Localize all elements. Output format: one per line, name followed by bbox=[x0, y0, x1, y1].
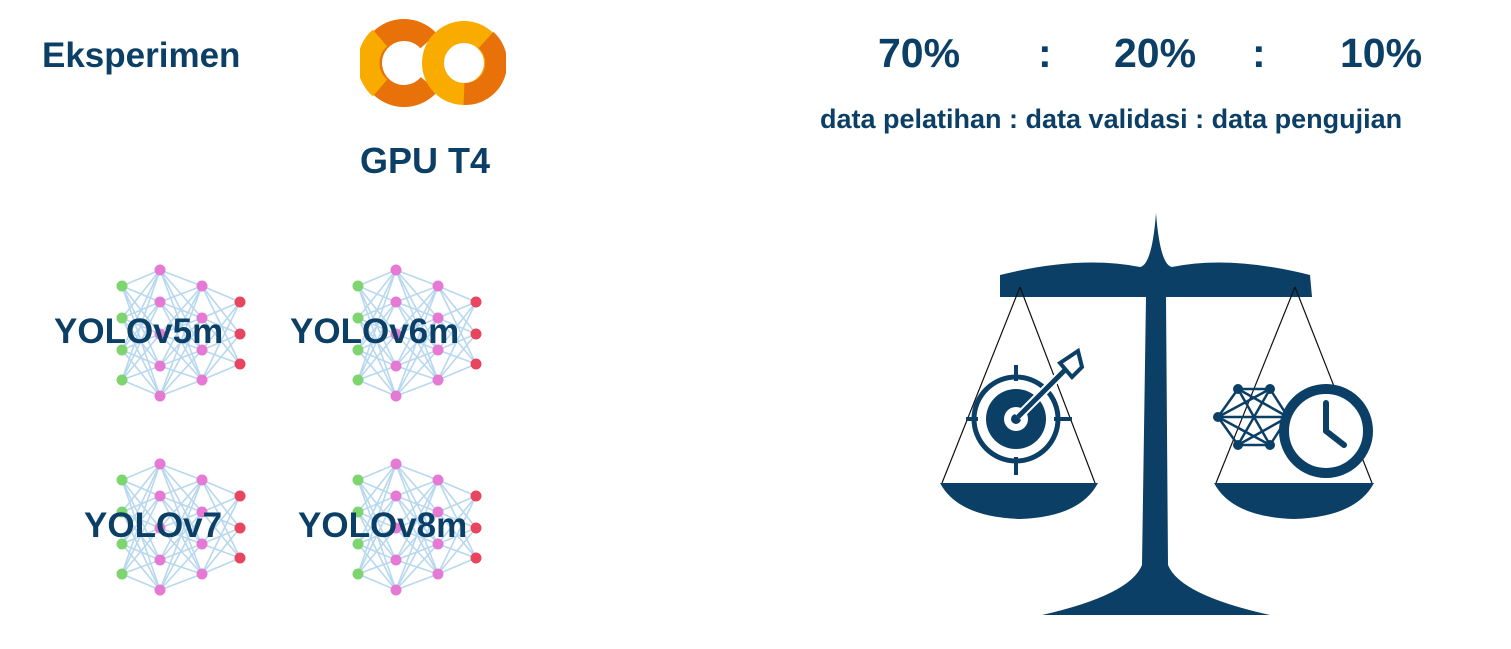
model-label-yolov6m: YOLOv6m bbox=[290, 312, 460, 351]
ratio-train: 70% bbox=[878, 30, 961, 76]
model-label-yolov5m: YOLOv5m bbox=[54, 312, 224, 351]
ratio-legend: data pelatihan : data validasi : data pe… bbox=[820, 104, 1403, 134]
neural-network-icon bbox=[352, 458, 482, 596]
colab-logo-icon bbox=[360, 19, 506, 107]
model-label-yolov8m: YOLOv8m bbox=[298, 506, 468, 545]
page-title: Eksperimen bbox=[42, 36, 241, 75]
target-arrow-icon bbox=[966, 347, 1085, 475]
model-label-yolov7: YOLOv7 bbox=[84, 506, 223, 545]
mesh-network-icon bbox=[1216, 387, 1290, 447]
neural-network-icon bbox=[116, 264, 246, 402]
clock-icon bbox=[1279, 384, 1373, 478]
neural-network-icon bbox=[116, 458, 246, 596]
balance-scale-icon bbox=[940, 213, 1374, 615]
neural-network-icon bbox=[352, 264, 482, 402]
ratio-separator: : bbox=[1038, 30, 1052, 76]
ratio-val: 20% bbox=[1114, 30, 1197, 76]
ratio-test: 10% bbox=[1340, 30, 1423, 76]
gpu-label: GPU T4 bbox=[360, 140, 491, 181]
ratio-separator: : bbox=[1252, 30, 1266, 76]
